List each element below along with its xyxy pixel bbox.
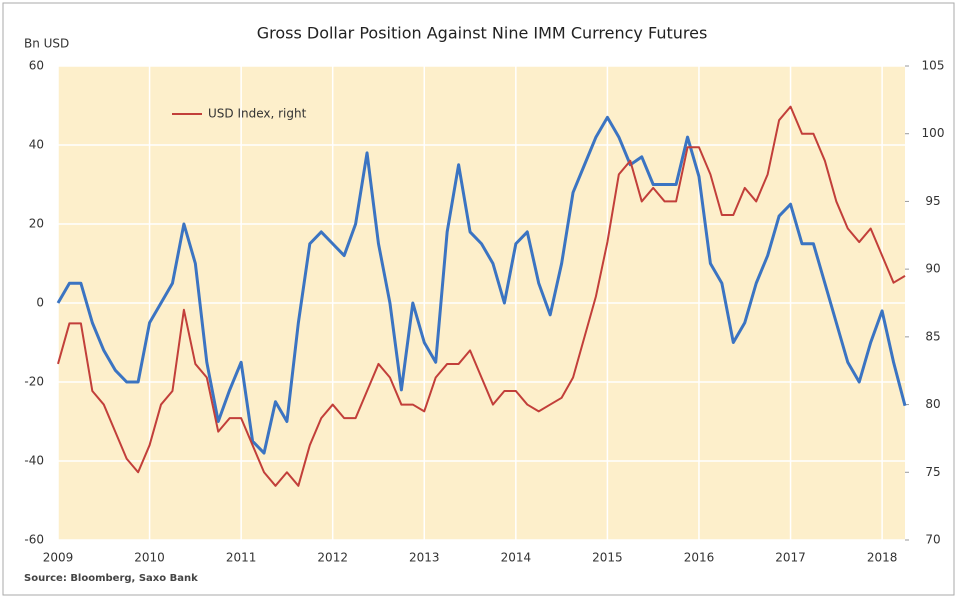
y-tick-label: 20	[29, 217, 44, 231]
series-line	[57, 105, 906, 487]
y2-tick-label: 90	[925, 262, 940, 276]
chart-title: Gross Dollar Position Against Nine IMM C…	[257, 24, 708, 43]
x-tick-label: 2017	[775, 551, 806, 565]
y-tick-label: -20	[24, 375, 44, 389]
source: Source: Bloomberg, Saxo Bank	[24, 573, 198, 584]
y2-tick-label: 70	[925, 533, 940, 547]
y-tick-label: 40	[29, 138, 44, 152]
x-tick-label: 2011	[226, 551, 257, 565]
x-tick-label: 2012	[317, 551, 348, 565]
x-tick-label: 2010	[134, 551, 165, 565]
y2-tick-label: 95	[925, 194, 940, 208]
x-tick-label: 2018	[867, 551, 898, 565]
y-tick-label: 60	[29, 59, 44, 73]
x-tick-label: 2009	[43, 551, 74, 565]
y2-tick-label: 80	[925, 397, 940, 411]
y2-tick-label: 85	[925, 329, 940, 343]
legend-label: USD Index, right	[208, 107, 307, 121]
y-tick-label: -40	[24, 454, 44, 468]
y-tick-label: -60	[24, 533, 44, 547]
x-tick-label: 2016	[684, 551, 715, 565]
series-line	[56, 115, 907, 455]
y2-tick-label: 100	[922, 126, 945, 140]
y-axis-label: Bn USD	[24, 37, 69, 51]
x-tick-label: 2014	[501, 551, 532, 565]
y-tick-label: 0	[36, 296, 44, 310]
x-tick-label: 2013	[409, 551, 440, 565]
y2-tick-label: 105	[922, 59, 945, 73]
y2-tick-label: 75	[925, 465, 940, 479]
x-tick-label: 2015	[592, 551, 623, 565]
